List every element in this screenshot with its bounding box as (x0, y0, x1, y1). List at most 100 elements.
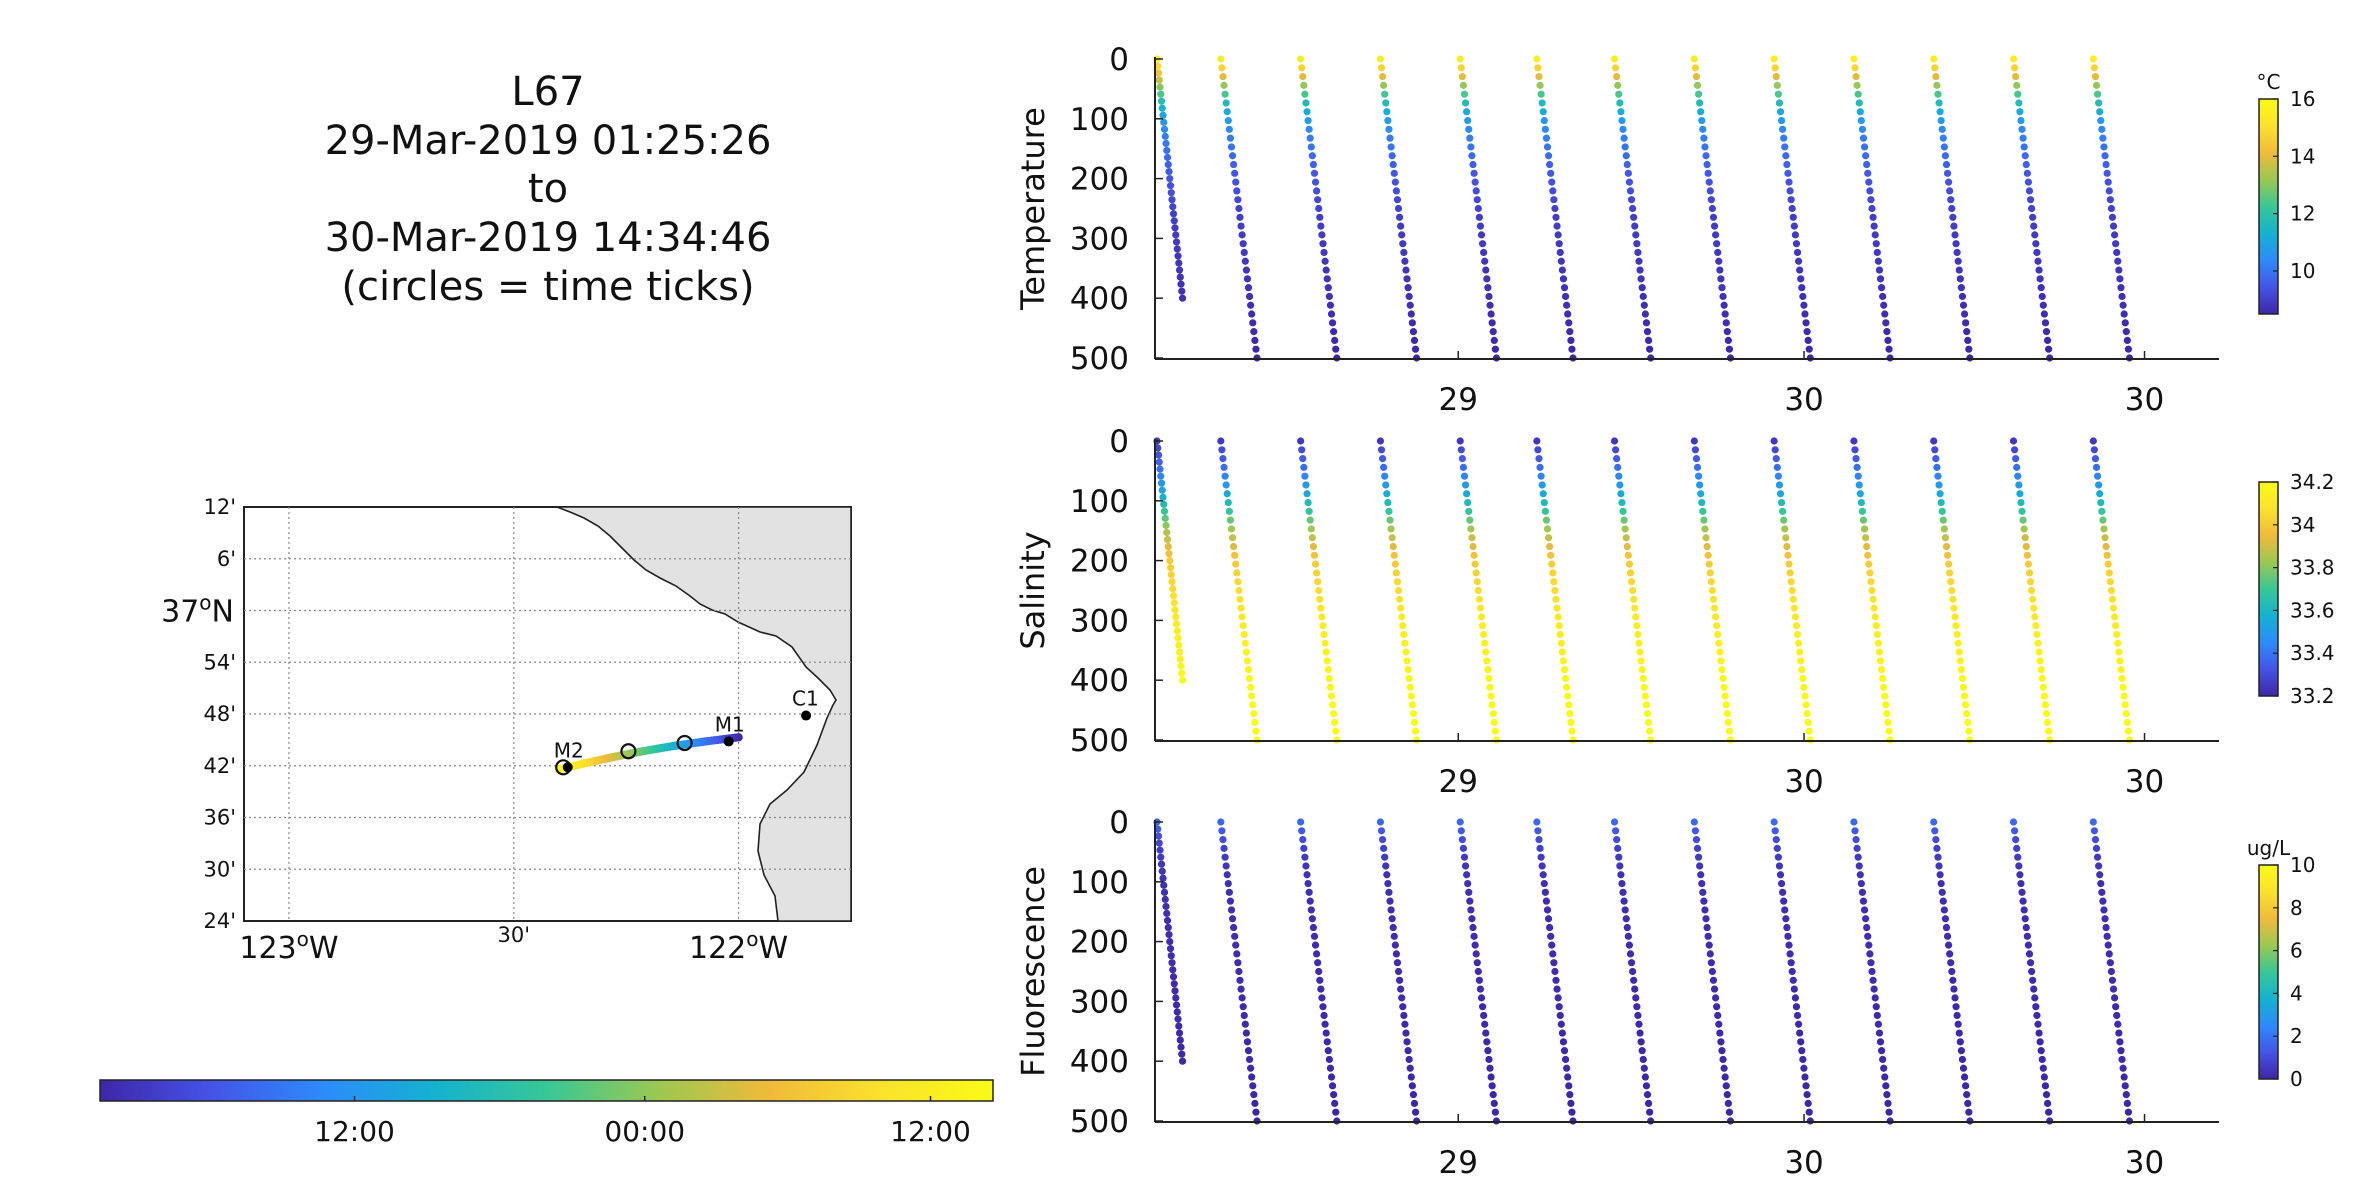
profile-point (1242, 266, 1250, 274)
profile-point (1311, 560, 1320, 568)
profile-point (2089, 818, 2097, 826)
profile-point (1388, 534, 1396, 542)
profile-point (1803, 1091, 1811, 1099)
profile-point (1313, 569, 1321, 577)
profile-point (1402, 1029, 1410, 1037)
profile-point (1772, 72, 1780, 81)
profile-point (1620, 516, 1628, 524)
profile-point (1230, 542, 1238, 551)
profile-point (1781, 525, 1789, 533)
profile-point (1484, 284, 1492, 292)
profile-point (1708, 586, 1717, 595)
profile-point (1700, 516, 1708, 524)
profile-point (1644, 336, 1653, 345)
profile-point (1326, 683, 1335, 691)
profile-point (1793, 1011, 1802, 1020)
profile-point (1155, 76, 1163, 84)
profile-point (2114, 1020, 2122, 1028)
profile-point (1314, 196, 1322, 204)
profile-point (1547, 551, 1555, 559)
profile-point (1173, 1008, 1181, 1016)
profile-point (1701, 143, 1709, 151)
profile-point (1719, 674, 1727, 683)
profile-point (1615, 853, 1623, 861)
profile-point (1873, 630, 1881, 639)
profile-point (1241, 639, 1249, 647)
profile-point (2093, 90, 2102, 98)
profile-point (1157, 479, 1166, 487)
profile-point (2095, 862, 2103, 870)
profile-point (1874, 1020, 1882, 1028)
profile-point (1958, 292, 1967, 301)
profile-point (1461, 862, 1470, 870)
profile-point (1857, 879, 1865, 888)
profile-point (1619, 507, 1627, 515)
profile-point (1297, 55, 1305, 63)
profile-point (2035, 648, 2043, 656)
profile-point (1322, 1029, 1330, 1037)
profile-point (2124, 727, 2133, 735)
profile-point (1960, 692, 1969, 700)
profile-point (1797, 275, 1805, 283)
profile-point (2098, 125, 2106, 133)
end-time: 30-Mar-2019 14:34:46 (325, 215, 772, 261)
profile-point (1301, 472, 1309, 480)
profile-point (1544, 915, 1553, 923)
profile-point (1406, 301, 1414, 309)
profile-point (1309, 542, 1318, 551)
profile-point (1714, 630, 1722, 639)
profile-point (1709, 976, 1718, 984)
profile-point (1790, 222, 1798, 230)
profile-point (1937, 879, 1945, 888)
profile-point (1533, 437, 1541, 445)
profile (1930, 818, 1974, 1125)
profile (1376, 55, 1421, 362)
profile-point (1381, 853, 1389, 861)
profile-point (1871, 994, 1879, 1002)
profile-point (1458, 454, 1466, 463)
profile-point (2040, 310, 2048, 318)
profile-point (1385, 888, 1393, 896)
profile-point (2042, 1091, 2051, 1099)
profile-point (1626, 950, 1635, 958)
profile-point (2029, 595, 2037, 603)
profile-point (1166, 564, 1175, 572)
profile-point (1383, 871, 1391, 879)
profile-point (1702, 152, 1710, 160)
profile-point (1327, 692, 1336, 700)
coastline-land (556, 506, 852, 922)
y-tick-label: 0 (1109, 424, 1129, 460)
profile-point (1406, 1064, 1414, 1072)
map-ytick-label: 42' (204, 754, 237, 778)
profile-point (2102, 542, 2110, 551)
profile-point (2122, 1091, 2130, 1099)
profile-point (1163, 535, 1172, 544)
profile-point (1646, 1108, 1654, 1116)
profile-point (1240, 1011, 1248, 1020)
profile-point (1400, 248, 1408, 257)
profile-point (1620, 897, 1628, 905)
profile (2009, 437, 2054, 744)
profile-point (1855, 481, 1863, 489)
y-tick-label: 400 (1070, 663, 1129, 699)
profile-point (1541, 125, 1549, 133)
profile-point (1635, 1020, 1643, 1028)
profile-point (1398, 231, 1406, 239)
profile-point (1860, 525, 1869, 533)
profile-point (1407, 1073, 1415, 1081)
profile-point (2030, 985, 2038, 993)
profile-point (1850, 55, 1858, 63)
profile-point (2010, 446, 2019, 454)
profile-point (1565, 1082, 1573, 1090)
profile-point (1561, 1055, 1570, 1064)
profile-point (1871, 231, 1879, 239)
map-ytick-label: 36' (204, 806, 237, 830)
profile-point (1249, 1082, 1257, 1090)
profile-point (1796, 1029, 1804, 1037)
profile-point (1789, 595, 1797, 603)
profile-point (1723, 1091, 1731, 1099)
profile (1850, 55, 1894, 362)
profile-point (1634, 1011, 1642, 1020)
profile-point (1930, 55, 1938, 63)
